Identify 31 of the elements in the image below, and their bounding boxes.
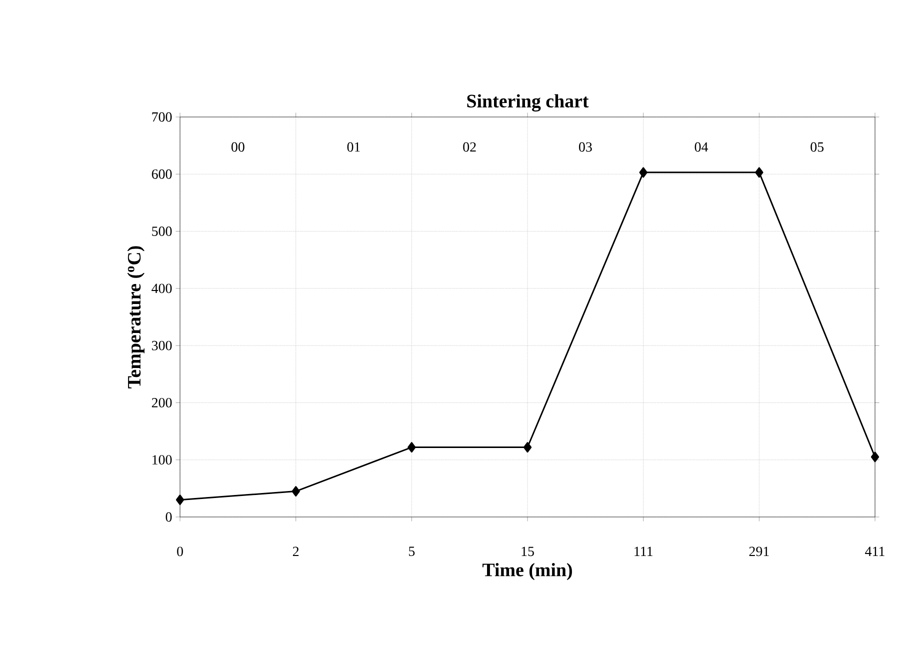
- x-axis-title: Time (min): [482, 563, 572, 580]
- y-tick-label: 200: [152, 398, 172, 408]
- y-tick-label: 400: [152, 284, 172, 294]
- x-tick-label: 411: [865, 546, 884, 556]
- point: [292, 486, 300, 497]
- chart-title: Sintering chart: [467, 94, 589, 112]
- x-tick-label: 0: [177, 546, 183, 556]
- point: [176, 494, 184, 506]
- point: [408, 442, 416, 453]
- y-axis-title: Temperature ($^{o}$C): [127, 246, 144, 388]
- point: [523, 442, 532, 453]
- y-tick-label: 600: [152, 169, 172, 179]
- x-tick-label: 111: [634, 546, 652, 556]
- point: [639, 167, 648, 178]
- annotation: 05: [810, 142, 824, 152]
- point: [870, 452, 880, 462]
- annotation: 04: [694, 142, 708, 152]
- annotation: 00: [231, 142, 244, 152]
- x-tick-label: 15: [522, 546, 534, 556]
- annotation: 01: [347, 142, 360, 152]
- y-tick-label: 0: [166, 512, 172, 522]
- x-tick-label: 291: [749, 546, 769, 556]
- annotation: 03: [578, 142, 592, 152]
- y-tick-label: 100: [152, 455, 172, 465]
- y-tick-label: 500: [152, 226, 172, 236]
- y-tick-label: 700: [152, 112, 172, 122]
- y-tick-label: 300: [152, 340, 172, 350]
- annotation: 02: [463, 142, 476, 152]
- x-tick-label: 5: [409, 546, 415, 556]
- point: [755, 167, 764, 178]
- x-tick-label: 2: [292, 546, 299, 556]
